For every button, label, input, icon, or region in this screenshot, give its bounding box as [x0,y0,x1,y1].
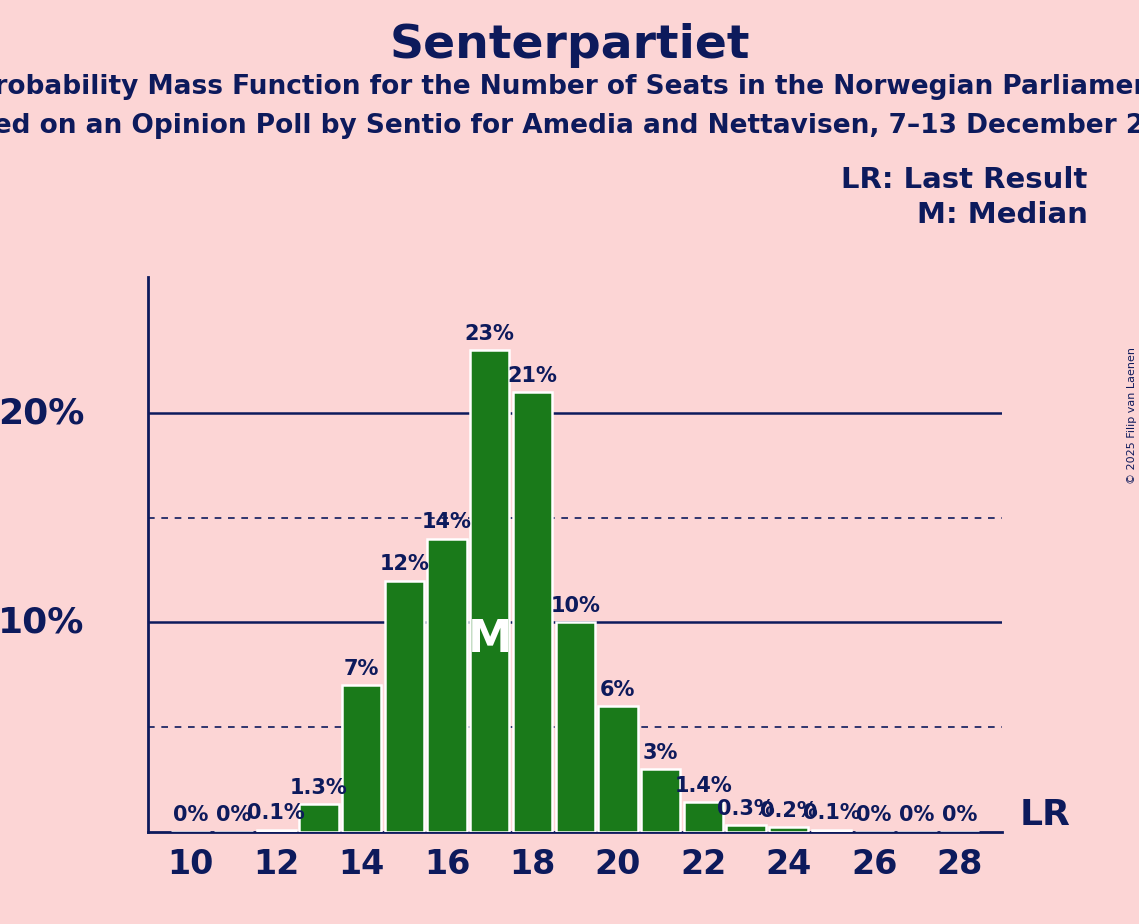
Bar [470,350,509,832]
Text: 7%: 7% [344,659,379,679]
Text: Based on an Opinion Poll by Sentio for Amedia and Nettavisen, 7–13 December 2021: Based on an Opinion Poll by Sentio for A… [0,113,1139,139]
Text: 0%: 0% [899,806,935,825]
Text: 1.3%: 1.3% [290,778,347,798]
Text: Probability Mass Function for the Number of Seats in the Norwegian Parliament: Probability Mass Function for the Number… [0,74,1139,100]
Text: 0.2%: 0.2% [760,801,818,821]
Text: 0.1%: 0.1% [803,803,860,823]
Text: 21%: 21% [508,366,557,386]
Text: 10%: 10% [550,596,600,616]
Text: 0%: 0% [215,806,252,825]
Text: 23%: 23% [465,324,515,344]
Bar [556,623,595,832]
Bar [513,393,552,832]
Bar [427,539,467,832]
Text: 0%: 0% [857,806,892,825]
Text: 3%: 3% [642,743,679,762]
Text: 1.4%: 1.4% [674,776,732,796]
Text: 0.3%: 0.3% [718,799,775,819]
Text: 6%: 6% [600,680,636,699]
Bar [683,802,723,832]
Text: Senterpartiet: Senterpartiet [390,23,749,68]
Text: 12%: 12% [379,554,429,575]
Text: 0.1%: 0.1% [247,803,305,823]
Text: 0%: 0% [173,806,208,825]
Bar [727,825,765,832]
Bar [812,830,851,832]
Text: 20%: 20% [0,396,84,431]
Text: LR: Last Result: LR: Last Result [842,166,1088,194]
Bar [641,769,680,832]
Bar [300,805,338,832]
Text: 0%: 0% [942,806,977,825]
Text: M: Median: M: Median [917,201,1088,228]
Bar [598,706,638,832]
Bar [256,830,296,832]
Text: © 2025 Filip van Laenen: © 2025 Filip van Laenen [1126,347,1137,484]
Bar [769,827,809,832]
Bar [342,686,382,832]
Text: 14%: 14% [423,513,472,532]
Text: M: M [468,617,511,661]
Bar [385,580,424,832]
Text: 10%: 10% [0,605,84,639]
Text: LR: LR [1019,798,1071,832]
